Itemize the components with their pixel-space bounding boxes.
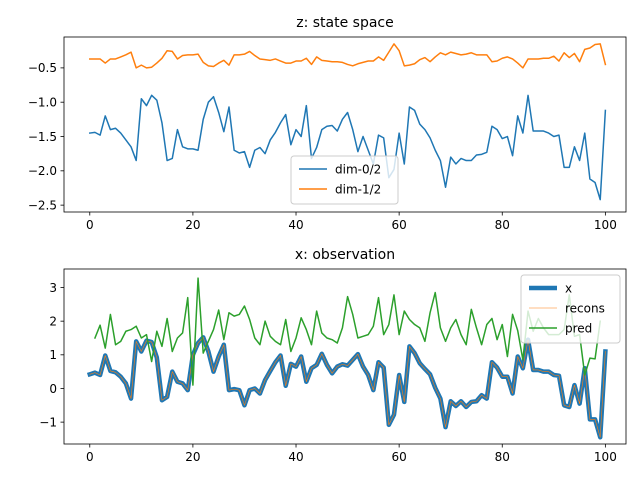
series-group — [88, 43, 607, 201]
x-tick-label: 100 — [594, 450, 617, 464]
y-tick-label: 1 — [49, 348, 57, 362]
observation-chart: x: observation 0 20 40 60 80 100 −1 0 1 2 3 x recons p… — [39, 247, 627, 464]
y-tick-label: −2.5 — [28, 198, 57, 212]
legend-label: pred — [565, 321, 592, 335]
legend-box — [520, 274, 621, 344]
state-space-chart: z: state space 0 20 40 60 80 100 −2.5 −2.0 −1.5 −1… — [28, 15, 627, 232]
x-tick-label: 40 — [288, 218, 303, 232]
y-tick-label: −1.5 — [28, 130, 57, 144]
x-tick-label: 60 — [391, 450, 406, 464]
y-tick-label: −1 — [39, 415, 57, 429]
legend-label: dim-0/2 — [335, 162, 381, 176]
series-line-dim-0-2 — [88, 94, 607, 201]
legend: dim-0/2 dim-1/2 — [290, 155, 399, 205]
y-tick-label: −2.0 — [28, 164, 57, 178]
series-line-recons — [89, 337, 606, 438]
legend: x recons pred — [520, 274, 621, 344]
y-tick-label: −1.0 — [28, 95, 57, 109]
axes-frame — [63, 36, 627, 213]
x-tick-label: 20 — [185, 218, 200, 232]
x-tick-label: 100 — [594, 218, 617, 232]
x-tick-label: 40 — [288, 450, 303, 464]
axes-frame — [63, 268, 627, 445]
y-tick-label: −0.5 — [28, 61, 57, 75]
x-tick-label: 20 — [185, 450, 200, 464]
y-tick-label: 0 — [49, 382, 57, 396]
legend-label: x — [565, 281, 572, 295]
x-tick-label: 60 — [391, 218, 406, 232]
x-tick-label: 0 — [86, 218, 94, 232]
legend-label: dim-1/2 — [335, 182, 381, 196]
legend-label: recons — [565, 301, 605, 315]
y-tick-label: 3 — [49, 281, 57, 295]
x-tick-label: 80 — [495, 218, 510, 232]
chart-title: z: state space — [296, 15, 394, 31]
series-line-dim-1-2 — [89, 43, 607, 69]
chart-title: x: observation — [295, 247, 395, 263]
series-line-pred — [93, 277, 602, 386]
series-line-x — [86, 335, 608, 440]
series-group — [86, 277, 608, 440]
x-tick-label: 80 — [495, 450, 510, 464]
legend-box — [290, 155, 399, 205]
y-tick-label: 2 — [49, 314, 57, 328]
x-tick-label: 0 — [86, 450, 94, 464]
